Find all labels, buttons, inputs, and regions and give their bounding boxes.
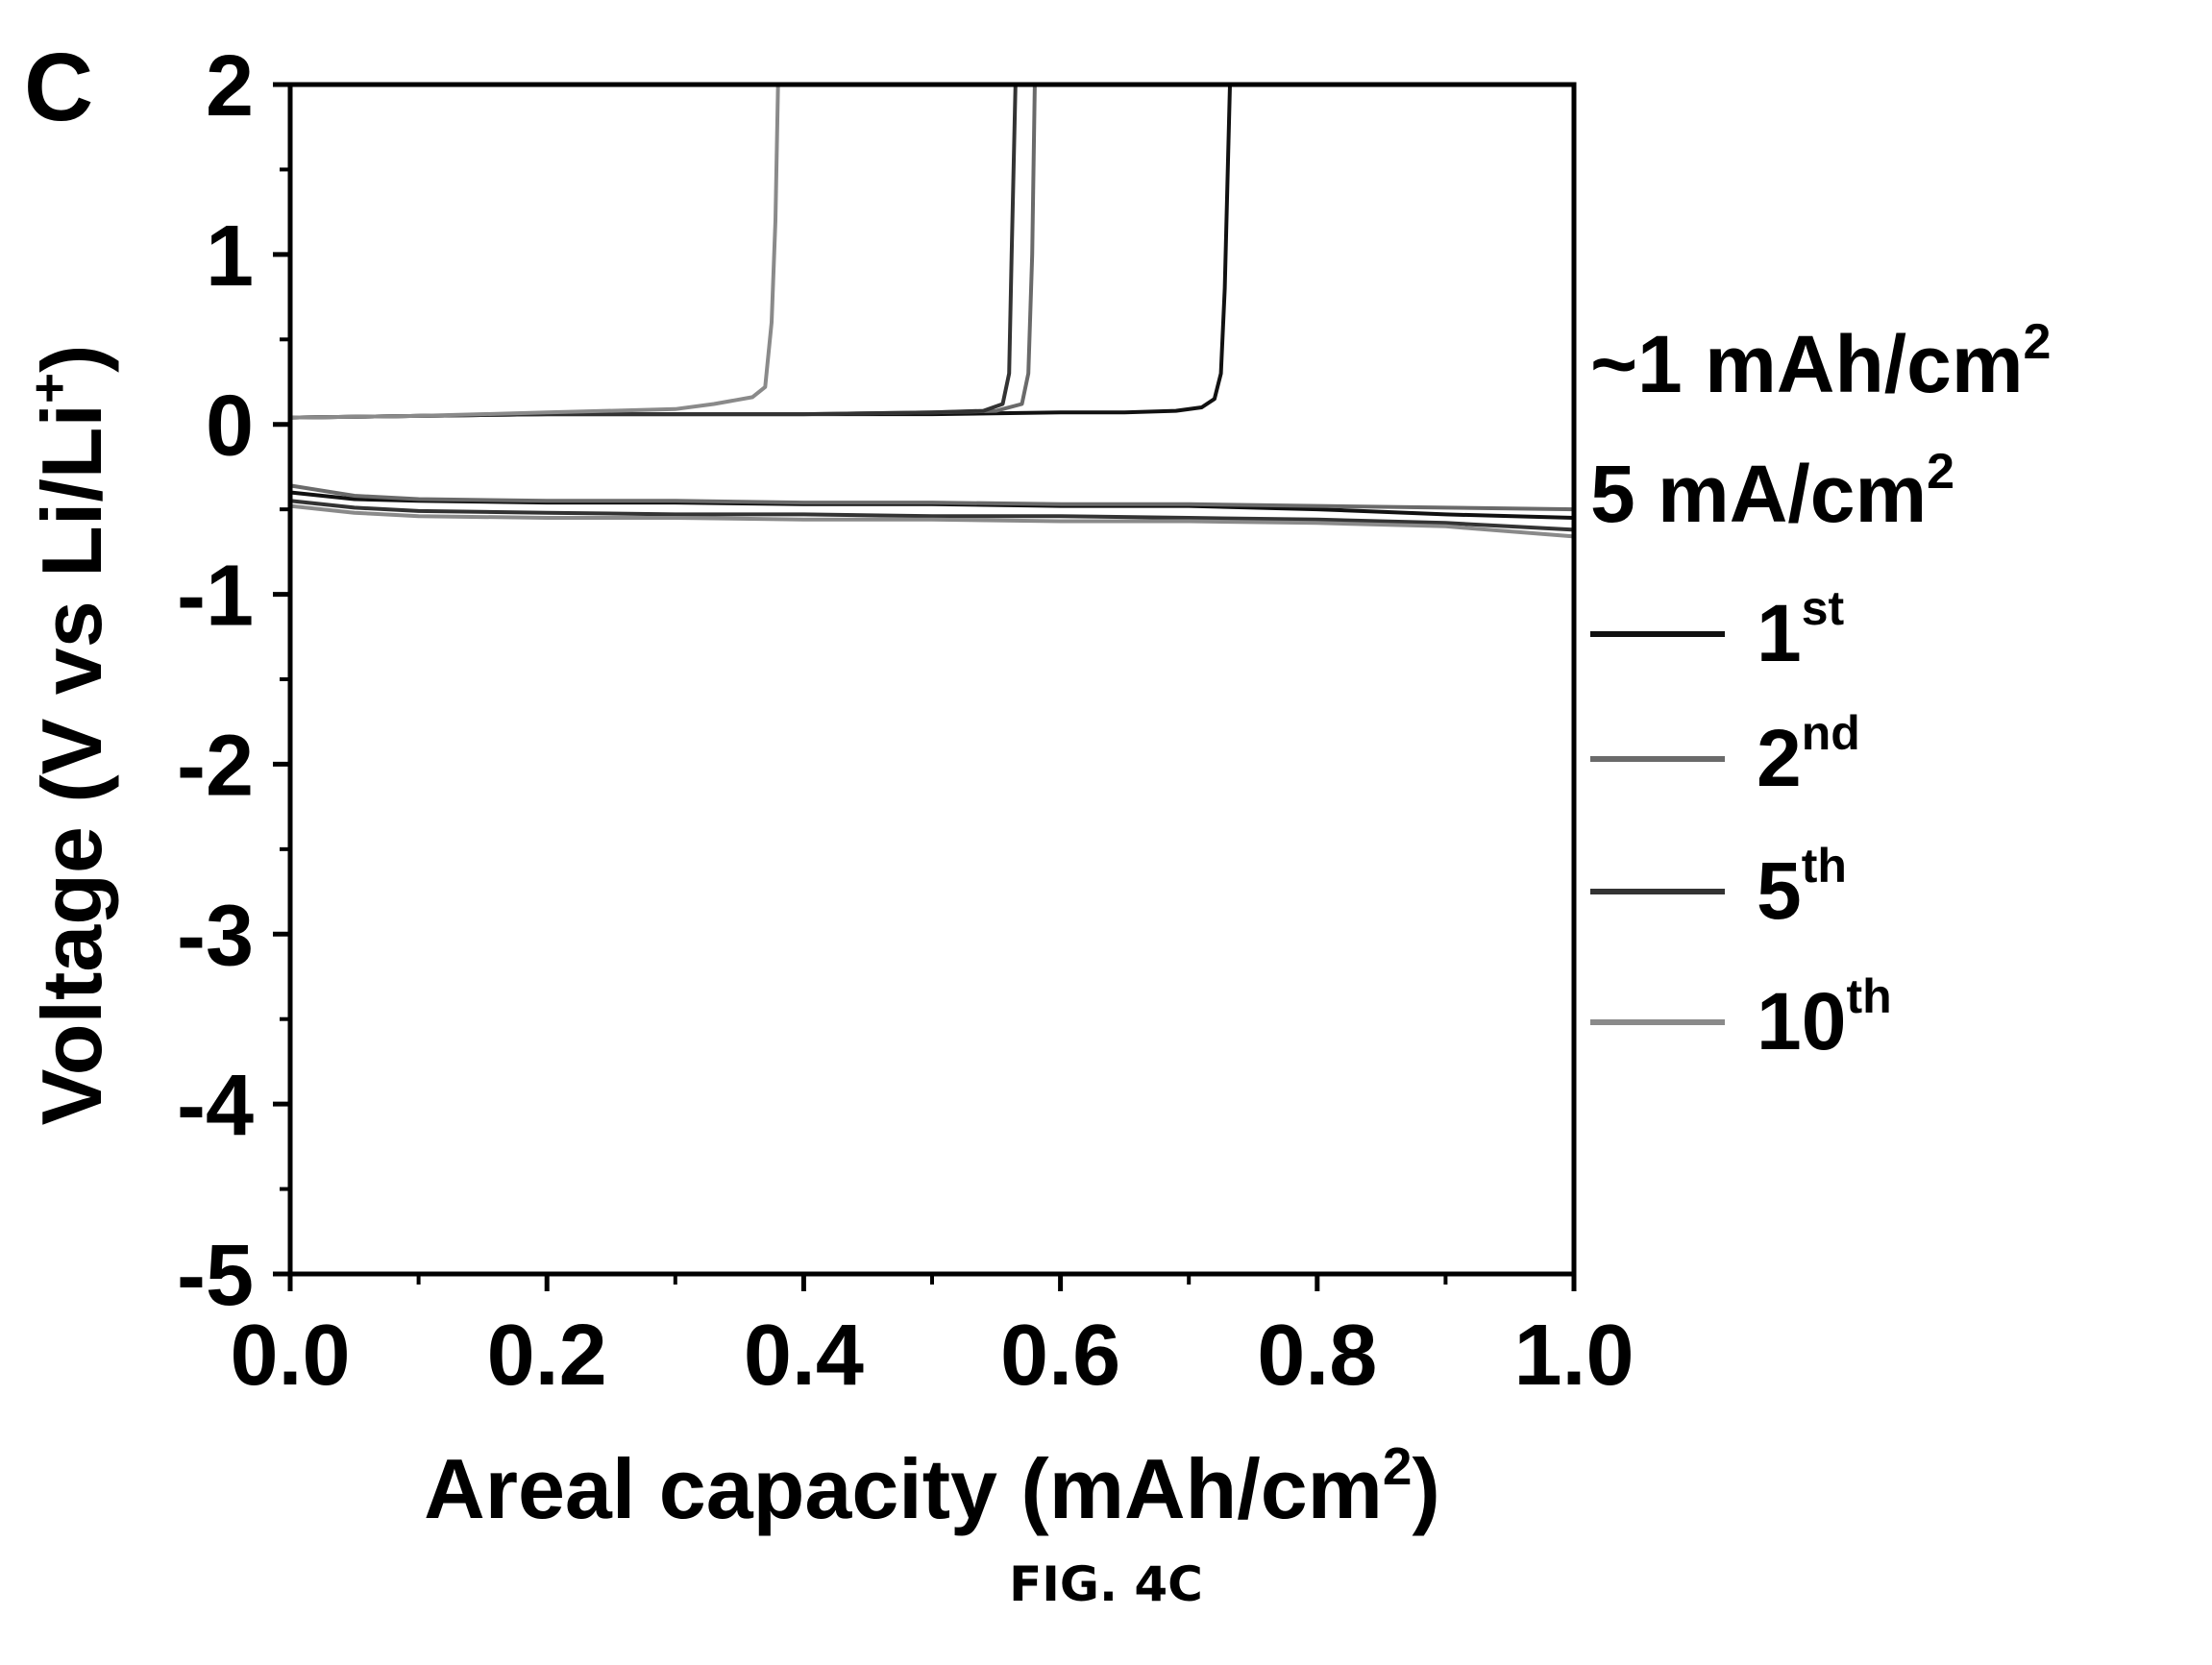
- x-tick-label: 0.8: [1257, 1308, 1377, 1404]
- y-axis-title-sup: +: [19, 373, 79, 404]
- legend-label: 2nd: [1757, 706, 1860, 803]
- x-tick-label: 0.6: [1000, 1308, 1120, 1404]
- series-line-1st-charge: [289, 84, 1232, 420]
- y-axis-title: Voltage (V vs Li/Li+): [19, 345, 119, 1126]
- series-line-5th-discharge: [289, 499, 1575, 532]
- y-tick-label: -2: [177, 718, 254, 814]
- legend: 1st 2nd 5th 10th: [1590, 581, 1892, 1066]
- legend-label: 5th: [1757, 839, 1847, 936]
- series-line-10th-charge: [289, 84, 780, 420]
- x-tick-label: 0.2: [487, 1308, 607, 1404]
- legend-label: 1st: [1757, 581, 1845, 678]
- series-line-2nd-discharge: [289, 483, 1575, 512]
- plot-lines: [289, 84, 1575, 539]
- current-annotation-text: 5 mA/cm: [1590, 449, 1927, 539]
- y-tick-label: 1: [206, 208, 254, 305]
- current-annotation: 5 mA/cm2: [1590, 444, 1954, 539]
- x-axis-title-text: Areal capacity (mAh/cm: [424, 1441, 1383, 1536]
- current-annotation-sup: 2: [1927, 444, 1954, 500]
- capacity-annotation-text: ~1 mAh/cm: [1590, 319, 2024, 409]
- x-tick-label: 0.4: [744, 1308, 864, 1404]
- x-axis-title-sup: 2: [1383, 1436, 1413, 1496]
- legend-label: 10th: [1757, 969, 1892, 1066]
- x-axis-ticks: 0.0 0.2 0.4 0.6 0.8 1.0: [230, 1274, 1634, 1404]
- y-tick-label: 0: [206, 379, 254, 475]
- figure-caption: FIG. 4C: [1009, 1556, 1203, 1612]
- plot-frame: [287, 82, 1577, 1277]
- y-axis-title-text: Voltage (V vs Li/Li: [24, 404, 119, 1125]
- x-tick-label: 0.0: [230, 1308, 350, 1404]
- series-line-10th-discharge: [289, 503, 1575, 539]
- panel-label: C: [24, 34, 93, 141]
- x-tick-label: 1.0: [1513, 1308, 1634, 1404]
- y-axis-title-tail: ): [24, 345, 119, 373]
- y-tick-label: 2: [206, 38, 254, 135]
- series-line-2nd-charge: [289, 84, 1037, 420]
- y-tick-label: -4: [177, 1058, 254, 1154]
- x-axis-title-tail: ): [1413, 1441, 1440, 1536]
- x-axis-title: Areal capacity (mAh/cm2): [424, 1436, 1440, 1536]
- capacity-annotation: ~1 mAh/cm2: [1590, 314, 2051, 409]
- y-axis-ticks: 2 1 0 -1 -2 -3 -4 -5: [177, 38, 290, 1324]
- series-line-5th-charge: [289, 84, 1018, 420]
- y-tick-label: -5: [177, 1228, 254, 1324]
- y-tick-label: -3: [177, 888, 254, 984]
- capacity-annotation-sup: 2: [2024, 314, 2052, 370]
- y-tick-label: -1: [177, 549, 254, 645]
